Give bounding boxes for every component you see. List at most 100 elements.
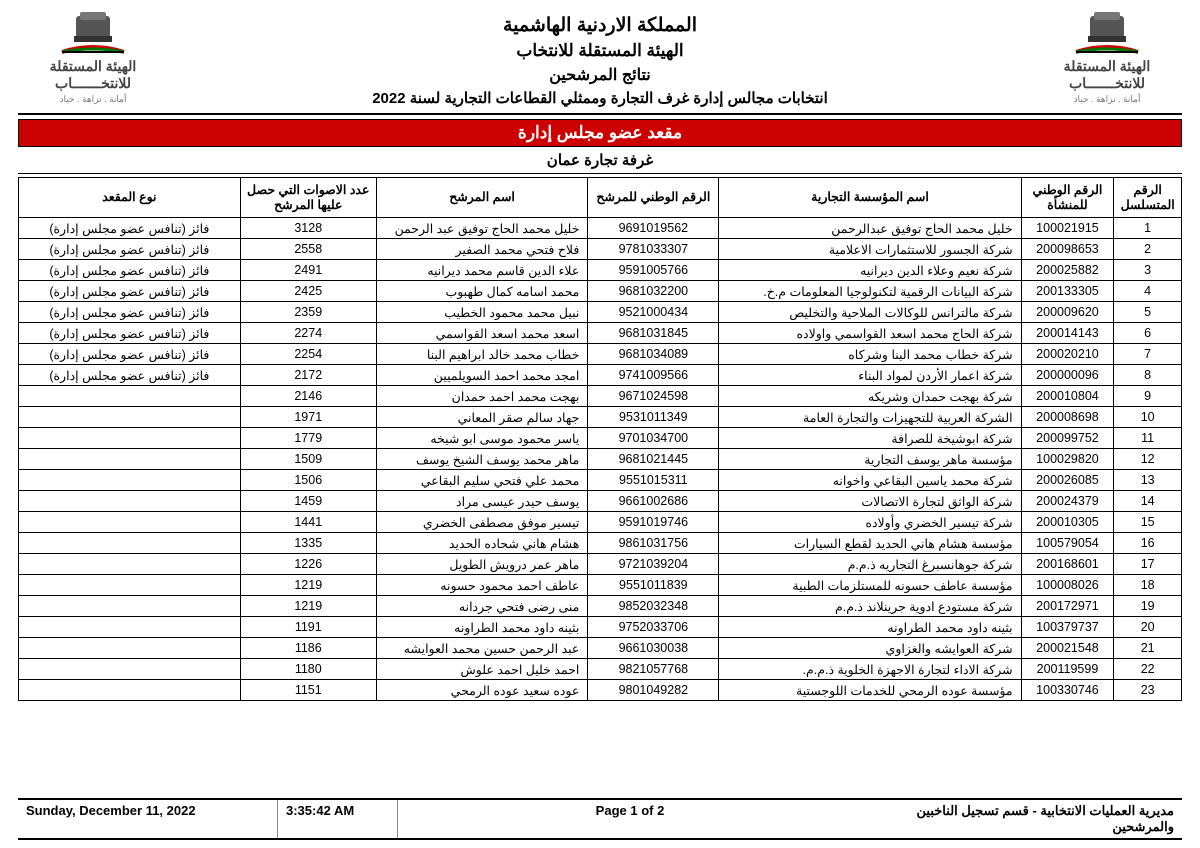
cell-seq: 4 — [1114, 281, 1182, 302]
cell-seq: 13 — [1114, 470, 1182, 491]
cell-seat-type — [19, 533, 241, 554]
table-row: 15200010305شركة تيسير الخضري وأولاده9591… — [19, 512, 1182, 533]
cell-votes: 1191 — [240, 617, 376, 638]
table-row: 4200133305شركة البيانات الرقمية لتكنولوج… — [19, 281, 1182, 302]
cell-candidate-name: امجد محمد احمد السويلميين — [376, 365, 588, 386]
cell-candidate-national: 9681031845 — [588, 323, 719, 344]
cell-candidate-name: محمد اسامه كمال طهبوب — [376, 281, 588, 302]
cell-entity-name: مؤسسة هشام هاني الحديد لقطع السيارات — [719, 533, 1021, 554]
cell-entity-name: مؤسسة ماهر يوسف التجارية — [719, 449, 1021, 470]
cell-entity-name: بثينه داود محمد الطراونه — [719, 617, 1021, 638]
col-seq: الرقم المتسلسل — [1114, 178, 1182, 218]
cell-votes: 1151 — [240, 680, 376, 701]
logo-left: الهيئة المستقلة للانتخـــــــاب أمانة . … — [18, 10, 168, 105]
cell-entity-name: شركة الواثق لتجارة الاتصالات — [719, 491, 1021, 512]
table-row: 1100021915خليل محمد الحاج توفيق عبدالرحم… — [19, 218, 1182, 239]
cell-entity-national: 200133305 — [1021, 281, 1114, 302]
cell-candidate-name: نبيل محمد محمود الخطيب — [376, 302, 588, 323]
cell-seat-type: فائز (تنافس عضو مجلس إدارة) — [19, 218, 241, 239]
cell-votes: 1971 — [240, 407, 376, 428]
title-results: نتائج المرشحين — [168, 65, 1032, 85]
cell-seq: 15 — [1114, 512, 1182, 533]
cell-entity-national: 200098653 — [1021, 239, 1114, 260]
cell-seat-type — [19, 659, 241, 680]
cell-seq: 17 — [1114, 554, 1182, 575]
cell-candidate-name: علاء الدين قاسم محمد ديرانيه — [376, 260, 588, 281]
cell-votes: 2491 — [240, 260, 376, 281]
cell-seat-type — [19, 491, 241, 512]
cell-entity-national: 100579054 — [1021, 533, 1114, 554]
cell-entity-national: 200014143 — [1021, 323, 1114, 344]
cell-votes: 2558 — [240, 239, 376, 260]
cell-candidate-national: 9591019746 — [588, 512, 719, 533]
title-commission: الهيئة المستقلة للانتخاب — [168, 41, 1032, 61]
cell-candidate-national: 9701034700 — [588, 428, 719, 449]
cell-entity-name: شركة البيانات الرقمية لتكنولوجيا المعلوم… — [719, 281, 1021, 302]
cell-seat-type: فائز (تنافس عضو مجلس إدارة) — [19, 281, 241, 302]
cell-candidate-name: خطاب محمد خالد ابراهيم البنا — [376, 344, 588, 365]
cell-candidate-national: 9681032200 — [588, 281, 719, 302]
table-row: 23100330746مؤسسة عوده الرمحي للخدمات الل… — [19, 680, 1182, 701]
table-header-row: الرقم المتسلسل الرقم الوطني للمنشأة اسم … — [19, 178, 1182, 218]
cell-candidate-national: 9661030038 — [588, 638, 719, 659]
cell-seq: 22 — [1114, 659, 1182, 680]
cell-votes: 1509 — [240, 449, 376, 470]
table-row: 10200008698الشركة العربية للتجهيزات والت… — [19, 407, 1182, 428]
cell-seq: 19 — [1114, 596, 1182, 617]
cell-seq: 2 — [1114, 239, 1182, 260]
cell-entity-name: الشركة العربية للتجهيزات والتجارة العامة — [719, 407, 1021, 428]
cell-candidate-name: ياسر محمود موسى ابو شيخه — [376, 428, 588, 449]
cell-entity-national: 200009620 — [1021, 302, 1114, 323]
cell-entity-name: شركة نعيم وعلاء الدين ديرانيه — [719, 260, 1021, 281]
cell-seat-type: فائز (تنافس عضو مجلس إدارة) — [19, 365, 241, 386]
cell-candidate-national: 9852032348 — [588, 596, 719, 617]
cell-candidate-national: 9661002686 — [588, 491, 719, 512]
cell-votes: 1506 — [240, 470, 376, 491]
col-votes: عدد الاصوات التي حصل عليها المرشح — [240, 178, 376, 218]
cell-candidate-name: عبد الرحمن حسين محمد العوايشه — [376, 638, 588, 659]
cell-votes: 2359 — [240, 302, 376, 323]
cell-entity-national: 200119599 — [1021, 659, 1114, 680]
cell-candidate-national: 9521000434 — [588, 302, 719, 323]
table-row: 5200009620شركة مالترانس للوكالات الملاحي… — [19, 302, 1182, 323]
seat-band: مقعد عضو مجلس إدارة — [18, 119, 1182, 147]
logo-right: الهيئة المستقلة للانتخـــــــاب أمانة . … — [1032, 10, 1182, 105]
logo-sub: أمانة . نزاهة . حياد — [1032, 94, 1182, 105]
cell-candidate-national: 9821057768 — [588, 659, 719, 680]
col-candidate-name: اسم المرشح — [376, 178, 588, 218]
table-row: 19200172971شركة مستودع ادوية جرينلاند ذ.… — [19, 596, 1182, 617]
cell-entity-national: 100021915 — [1021, 218, 1114, 239]
table-row: 17200168601شركة جوهانسبرغ التجاريه ذ.م.م… — [19, 554, 1182, 575]
page-footer: Sunday, December 11, 2022 3:35:42 AM Pag… — [18, 798, 1182, 840]
table-row: 22200119599شركة الاداء لتجارة الاجهزة ال… — [19, 659, 1182, 680]
table-row: 16100579054مؤسسة هشام هاني الحديد لقطع ا… — [19, 533, 1182, 554]
table-row: 6200014143شركة الحاج محمد اسعد القواسمي … — [19, 323, 1182, 344]
cell-seq: 10 — [1114, 407, 1182, 428]
cell-seat-type: فائز (تنافس عضو مجلس إدارة) — [19, 302, 241, 323]
cell-entity-name: مؤسسة عاطف حسونه للمستلزمات الطبية — [719, 575, 1021, 596]
cell-entity-name: شركة تيسير الخضري وأولاده — [719, 512, 1021, 533]
cell-seq: 16 — [1114, 533, 1182, 554]
cell-entity-national: 200020210 — [1021, 344, 1114, 365]
cell-entity-national: 100379737 — [1021, 617, 1114, 638]
cell-seat-type: فائز (تنافس عضو مجلس إدارة) — [19, 239, 241, 260]
table-row: 13200026085شركة محمد ياسين البقاعي واخوا… — [19, 470, 1182, 491]
cell-entity-name: شركة الجسور للاستثمارات الاعلامية — [719, 239, 1021, 260]
cell-seq: 6 — [1114, 323, 1182, 344]
cell-entity-name: شركة جوهانسبرغ التجاريه ذ.م.م — [719, 554, 1021, 575]
cell-candidate-national: 9551015311 — [588, 470, 719, 491]
cell-seat-type — [19, 386, 241, 407]
title-country: المملكة الاردنية الهاشمية — [168, 14, 1032, 37]
cell-seat-type — [19, 617, 241, 638]
footer-time: 3:35:42 AM — [278, 800, 398, 838]
cell-seq: 12 — [1114, 449, 1182, 470]
cell-candidate-national: 9551011839 — [588, 575, 719, 596]
cell-entity-name: شركة مالترانس للوكالات الملاحية والتخليص — [719, 302, 1021, 323]
cell-entity-national: 200172971 — [1021, 596, 1114, 617]
cell-entity-name: مؤسسة عوده الرمحي للخدمات اللوجستية — [719, 680, 1021, 701]
cell-votes: 2254 — [240, 344, 376, 365]
cell-candidate-name: بثينه داود محمد الطراونه — [376, 617, 588, 638]
col-seat-type: نوع المقعد — [19, 178, 241, 218]
cell-entity-name: شركة الحاج محمد اسعد القواسمي واولاده — [719, 323, 1021, 344]
table-row: 20100379737بثينه داود محمد الطراونه97520… — [19, 617, 1182, 638]
